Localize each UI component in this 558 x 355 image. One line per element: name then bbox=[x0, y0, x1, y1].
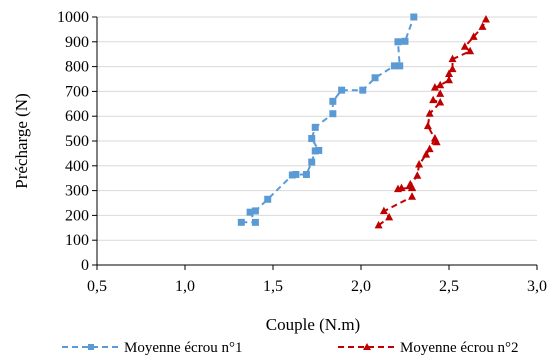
data-point bbox=[401, 37, 409, 45]
x-tick-label: 1,5 bbox=[263, 278, 283, 295]
data-point bbox=[308, 135, 316, 143]
legend-label-series-2: Moyenne écrou n°2 bbox=[400, 340, 518, 355]
data-point bbox=[379, 206, 388, 215]
x-tick-label: 2,0 bbox=[351, 278, 371, 295]
y-tick-label: 900 bbox=[65, 34, 89, 51]
y-tick-label: 200 bbox=[65, 207, 89, 224]
data-point bbox=[302, 170, 310, 178]
y-tick-label: 300 bbox=[65, 183, 89, 200]
legend-item-series-2: Moyenne écrou n°2 bbox=[338, 340, 518, 355]
y-axis-title: Précharge (N) bbox=[12, 93, 31, 189]
legend-marker-series-1 bbox=[88, 344, 94, 350]
data-point bbox=[423, 121, 432, 130]
y-tick-label: 800 bbox=[65, 59, 89, 76]
series-layer bbox=[237, 13, 490, 229]
data-point bbox=[338, 86, 346, 94]
data-point bbox=[406, 179, 415, 188]
data-point bbox=[264, 195, 272, 203]
data-point bbox=[246, 208, 254, 216]
data-point bbox=[445, 75, 453, 84]
data-point bbox=[251, 218, 259, 226]
series-line-1 bbox=[241, 16, 415, 224]
data-point bbox=[374, 220, 383, 229]
y-tick-label: 700 bbox=[65, 83, 89, 100]
legend-marker-series-2 bbox=[363, 343, 371, 350]
y-tick-label: 0 bbox=[81, 257, 89, 274]
y-tick-label: 1000 bbox=[57, 9, 89, 26]
x-tick-label: 3,0 bbox=[527, 278, 547, 295]
data-point bbox=[311, 147, 319, 155]
y-tick-label: 400 bbox=[65, 158, 89, 175]
x-tick-label: 2,5 bbox=[439, 278, 459, 295]
data-point bbox=[415, 160, 424, 168]
data-point bbox=[436, 80, 445, 89]
data-point bbox=[432, 137, 441, 146]
data-point bbox=[292, 170, 300, 178]
data-point bbox=[385, 212, 394, 221]
y-tick-label: 600 bbox=[65, 108, 89, 125]
grid-layer bbox=[97, 16, 537, 241]
series-1 bbox=[237, 13, 418, 226]
legend-label-series-1: Moyenne écrou n°1 bbox=[124, 340, 242, 355]
data-point bbox=[425, 109, 434, 117]
data-point bbox=[448, 64, 457, 73]
data-point bbox=[425, 144, 434, 153]
data-point bbox=[315, 146, 323, 154]
data-point bbox=[413, 171, 422, 179]
y-tick-label: 500 bbox=[65, 133, 89, 150]
data-point bbox=[390, 62, 398, 70]
x-axis-title: Couple (N.m) bbox=[266, 315, 360, 334]
data-point bbox=[448, 54, 457, 63]
data-point bbox=[436, 89, 445, 97]
x-tick-label: 1,0 bbox=[175, 278, 195, 295]
data-point bbox=[394, 38, 402, 46]
data-point bbox=[430, 83, 439, 91]
y-tick-label: 100 bbox=[65, 232, 89, 249]
data-point bbox=[422, 150, 431, 158]
data-point bbox=[311, 123, 319, 131]
data-point bbox=[308, 158, 316, 166]
data-point bbox=[481, 14, 490, 23]
axis-layer: 0 100 200 300 400 500 600 700 800 900 1000 0,5 1,0 1,… bbox=[57, 9, 547, 295]
data-point bbox=[329, 97, 337, 105]
data-point bbox=[329, 110, 337, 118]
data-point bbox=[466, 46, 475, 55]
data-point bbox=[408, 192, 417, 200]
data-point bbox=[478, 22, 487, 30]
data-point bbox=[436, 98, 445, 106]
data-point bbox=[396, 62, 404, 70]
data-point bbox=[237, 218, 245, 226]
series-2 bbox=[374, 14, 490, 229]
data-point bbox=[371, 74, 379, 82]
data-point bbox=[445, 69, 453, 78]
x-tick-label: 0,5 bbox=[87, 278, 107, 295]
data-point bbox=[460, 42, 469, 50]
data-point bbox=[429, 95, 438, 104]
data-point bbox=[469, 32, 478, 40]
legend-item-series-1: Moyenne écrou n°1 bbox=[62, 340, 242, 355]
data-point bbox=[251, 207, 259, 215]
data-point bbox=[288, 171, 296, 179]
legend: Moyenne écrou n°1 Moyenne écrou n°2 bbox=[62, 340, 518, 355]
data-point bbox=[393, 184, 402, 193]
data-point bbox=[359, 86, 367, 94]
data-point bbox=[410, 13, 418, 21]
